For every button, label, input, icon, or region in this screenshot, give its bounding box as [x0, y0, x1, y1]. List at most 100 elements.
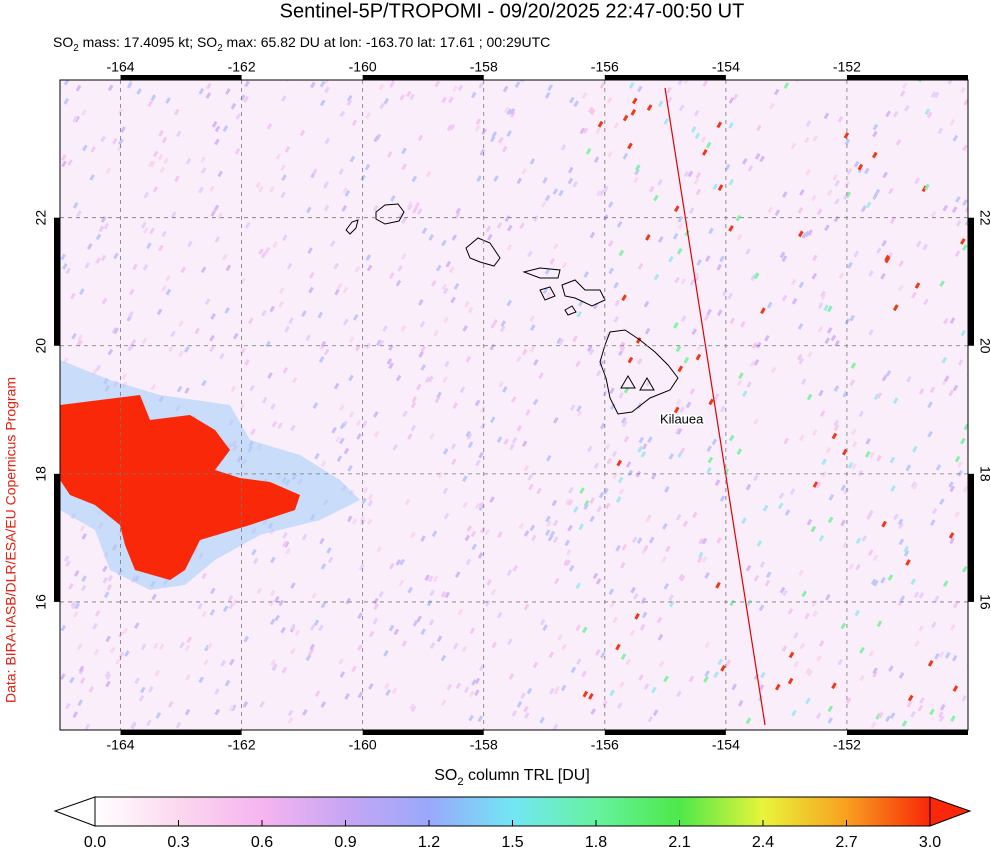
- speckle-cell: [828, 494, 835, 501]
- speckle-cell: [880, 576, 886, 584]
- speckle-cell: [937, 127, 944, 135]
- speckle-cell: [454, 212, 461, 219]
- speckle-cell: [274, 614, 280, 622]
- speckle-cell: [407, 586, 413, 594]
- speckle-cell: [572, 335, 578, 343]
- colorbar-tick-label: 2.4: [752, 834, 774, 851]
- speckle-cell: [355, 419, 362, 427]
- speckle-cell: [859, 674, 865, 682]
- speckle-cell: [95, 364, 102, 372]
- speckle-cell: [955, 196, 961, 203]
- speckle-cell: [893, 513, 899, 521]
- speckle-cell: [944, 651, 951, 659]
- speckle-cell: [820, 290, 826, 298]
- frame-band: [846, 75, 968, 80]
- island: [375, 203, 405, 225]
- speckle-cell: [753, 359, 760, 366]
- speckle-cell: [320, 340, 327, 348]
- speckle-cell: [217, 212, 223, 220]
- speckle-cell: [658, 660, 665, 668]
- speckle-cell: [960, 437, 966, 445]
- speckle-cell: [141, 337, 148, 345]
- speckle-cell: [627, 142, 633, 150]
- speckle-cell: [695, 353, 702, 361]
- speckle-cell: [351, 665, 357, 673]
- speckle-cell: [503, 106, 510, 114]
- speckle-cell: [281, 174, 287, 181]
- speckle-cell: [898, 538, 905, 546]
- speckle-cell: [118, 138, 124, 146]
- speckle-cell: [206, 82, 212, 90]
- speckle-cell: [142, 263, 149, 271]
- speckle-cell: [927, 430, 933, 438]
- speckle-cell: [620, 417, 627, 424]
- speckle-cell: [474, 124, 481, 132]
- speckle-cell: [448, 96, 454, 104]
- speckle-cell: [552, 188, 559, 195]
- speckle-cell: [618, 681, 625, 688]
- speckle-cell: [134, 622, 140, 629]
- speckle-cell: [292, 376, 298, 384]
- speckle-cell: [793, 632, 799, 639]
- speckle-cell: [170, 211, 177, 219]
- speckle-cell: [476, 175, 482, 182]
- speckle-cell: [451, 458, 457, 466]
- speckle-cell: [960, 86, 966, 94]
- speckle-cell: [373, 597, 379, 605]
- speckle-cell: [101, 297, 108, 305]
- speckle-cell: [873, 579, 879, 587]
- speckle-cell: [714, 393, 720, 400]
- speckle-cell: [147, 160, 154, 168]
- speckle-cell: [732, 93, 739, 101]
- speckle-cell: [184, 387, 190, 394]
- speckle-cell: [821, 458, 827, 466]
- speckle-cell: [545, 454, 552, 462]
- speckle-cell: [943, 375, 950, 383]
- speckle-cell: [638, 674, 644, 681]
- speckle-cell: [701, 556, 708, 563]
- speckle-cell: [278, 287, 285, 295]
- speckle-cell: [366, 518, 373, 526]
- speckle-cell: [424, 574, 430, 581]
- speckle-cell: [922, 243, 928, 251]
- speckle-cell: [636, 537, 643, 544]
- speckle-cell: [464, 534, 471, 542]
- speckle-cell: [339, 437, 345, 445]
- speckle-cell: [507, 638, 513, 645]
- speckle-cell: [612, 616, 618, 624]
- speckle-cell: [952, 601, 959, 609]
- speckle-cell: [455, 207, 461, 215]
- speckle-cell: [284, 146, 291, 153]
- y-tick-label-right: 20: [977, 338, 991, 354]
- speckle-cell: [881, 520, 887, 528]
- speckle-cell: [107, 84, 114, 92]
- speckle-cell: [428, 619, 435, 626]
- speckle-cell: [619, 345, 626, 353]
- speckle-cell: [165, 274, 171, 282]
- speckle-cell: [561, 643, 567, 651]
- speckle-cell: [489, 496, 495, 503]
- speckle-cell: [441, 283, 447, 291]
- speckle-cell: [841, 448, 848, 456]
- speckle-cell: [365, 254, 372, 261]
- speckle-cell: [788, 651, 795, 659]
- speckle-cell: [779, 586, 786, 594]
- speckle-cell: [506, 130, 512, 137]
- speckle-cell: [146, 719, 152, 727]
- speckle-cell: [707, 456, 714, 464]
- speckle-cell: [553, 243, 559, 250]
- speckle-cell: [339, 110, 346, 118]
- speckle-cell: [738, 372, 744, 380]
- speckle-cell: [801, 590, 807, 598]
- speckle-cell: [87, 243, 93, 250]
- colorbar-ticks: 0.0 0.3 0.6 0.9 1.2 1.5 1.8 2.1 2.4 2.7 3.0: [84, 820, 941, 851]
- speckle-cell: [595, 127, 601, 135]
- speckle-cell: [608, 267, 614, 275]
- frame-band: [846, 730, 968, 735]
- speckle-cell: [73, 570, 80, 577]
- speckle-cell: [147, 100, 153, 108]
- speckle-cell: [793, 660, 800, 668]
- speckle-cell: [500, 320, 507, 327]
- speckle-cell: [77, 334, 83, 341]
- speckle-cell: [899, 595, 906, 602]
